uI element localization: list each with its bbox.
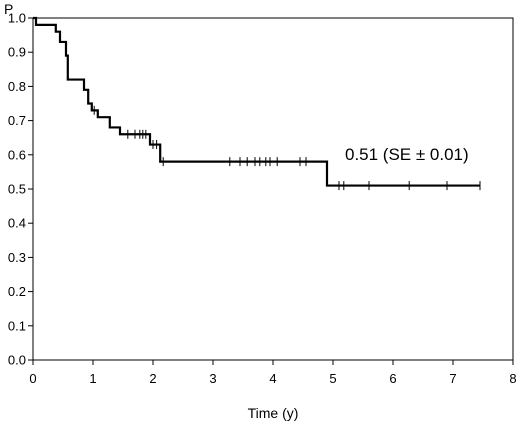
y-tick-label: 0.1 — [8, 318, 26, 333]
censor-marks — [93, 105, 481, 191]
y-tick-label: 0.5 — [8, 182, 26, 197]
y-axis: 0.0 0.1 0.2 0.3 0.4 0.5 0.6 0.7 0.8 0.9 1.0 — [8, 11, 33, 368]
y-tick-label: 0.9 — [8, 45, 26, 60]
y-tick-label: 0.0 — [8, 353, 26, 368]
survival-estimate-annotation: 0.51 (SE ± 0.01) — [345, 145, 469, 164]
y-tick-label: 0.8 — [8, 79, 26, 94]
x-axis: 0 1 2 3 4 5 6 7 8 — [29, 360, 517, 386]
x-axis-title: Time (y) — [248, 405, 299, 421]
x-tick-label: 2 — [149, 371, 156, 386]
x-tick-label: 7 — [449, 371, 456, 386]
plot-frame — [32, 17, 514, 361]
survival-curve-line — [33, 16, 480, 187]
x-tick-label: 4 — [269, 371, 276, 386]
x-tick-label: 3 — [209, 371, 216, 386]
y-axis-title: P — [4, 1, 13, 17]
x-tick-label: 5 — [329, 371, 336, 386]
x-tick-label: 8 — [509, 371, 516, 386]
y-tick-label: 0.4 — [8, 216, 26, 231]
y-tick-label: 0.3 — [8, 250, 26, 265]
y-tick-label: 1.0 — [8, 11, 26, 26]
x-tick-label: 6 — [389, 371, 396, 386]
x-tick-label: 1 — [89, 371, 96, 386]
x-tick-label: 0 — [29, 371, 36, 386]
y-tick-label: 0.7 — [8, 113, 26, 128]
y-tick-label: 0.2 — [8, 284, 26, 299]
y-tick-label: 0.6 — [8, 147, 26, 162]
